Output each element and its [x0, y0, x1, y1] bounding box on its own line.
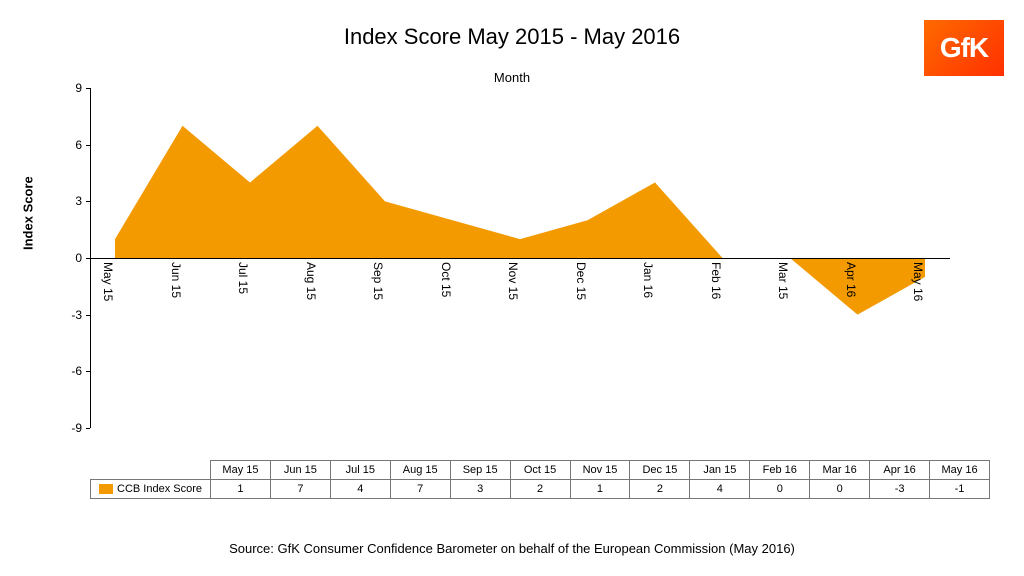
table-data-cell: 3: [450, 480, 510, 499]
chart-plot-area: -9-6-30369May 15Jun 15Jul 15Aug 15Sep 15…: [90, 88, 950, 428]
data-table-container: May 15Jun 15Jul 15Aug 15Sep 15Oct 15Nov …: [90, 460, 990, 499]
series-label-cell: CCB Index Score: [91, 480, 211, 499]
table-header-cell: Jul 15: [330, 461, 390, 480]
x-tick-label: Apr 16: [844, 262, 858, 297]
x-tick-label: Sep 15: [371, 262, 385, 300]
legend-swatch: [99, 484, 113, 494]
y-tick-mark: [86, 371, 90, 372]
x-tick-label: May 15: [101, 262, 115, 301]
y-tick-label: -6: [71, 364, 82, 378]
data-table: May 15Jun 15Jul 15Aug 15Sep 15Oct 15Nov …: [90, 460, 990, 499]
table-header-cell: Oct 15: [510, 461, 570, 480]
y-tick-label: 0: [75, 251, 82, 265]
chart-subtitle: Month: [0, 70, 1024, 85]
table-data-cell: 7: [390, 480, 450, 499]
table-data-cell: 1: [570, 480, 630, 499]
y-tick-label: -9: [71, 421, 82, 435]
table-header-cell: May 16: [930, 461, 990, 480]
x-axis-line: [90, 258, 950, 259]
x-tick-label: Oct 15: [439, 262, 453, 297]
table-data-cell: -1: [930, 480, 990, 499]
y-tick-mark: [86, 315, 90, 316]
y-tick-label: 9: [75, 81, 82, 95]
x-tick-label: Jan 16: [641, 262, 655, 298]
chart-title: Index Score May 2015 - May 2016: [0, 24, 1024, 50]
table-header-cell: May 15: [211, 461, 271, 480]
y-axis-label: Index Score: [21, 176, 36, 250]
y-tick-label: -3: [71, 308, 82, 322]
y-tick-mark: [86, 428, 90, 429]
y-tick-mark: [86, 88, 90, 89]
table-header-cell: Jun 15: [270, 461, 330, 480]
table-data-cell: 4: [690, 480, 750, 499]
y-tick-mark: [86, 201, 90, 202]
table-data-cell: 0: [750, 480, 810, 499]
table-data-cell: 4: [330, 480, 390, 499]
table-data-cell: 1: [211, 480, 271, 499]
table-header-cell: Jan 15: [690, 461, 750, 480]
series-name: CCB Index Score: [117, 483, 202, 495]
table-data-cell: 2: [630, 480, 690, 499]
table-header-cell: Apr 16: [870, 461, 930, 480]
table-header-cell: Feb 16: [750, 461, 810, 480]
x-tick-label: Dec 15: [574, 262, 588, 300]
table-header-cell: Mar 16: [810, 461, 870, 480]
y-tick-label: 6: [75, 138, 82, 152]
x-tick-label: Jun 15: [169, 262, 183, 298]
x-tick-label: Jul 15: [236, 262, 250, 294]
x-tick-label: Mar 15: [776, 262, 790, 299]
table-header-cell: Sep 15: [450, 461, 510, 480]
y-tick-mark: [86, 145, 90, 146]
x-tick-label: Nov 15: [506, 262, 520, 300]
table-data-cell: 2: [510, 480, 570, 499]
table-data-cell: 0: [810, 480, 870, 499]
y-tick-label: 3: [75, 194, 82, 208]
x-tick-label: Feb 16: [709, 262, 723, 299]
table-corner: [91, 461, 211, 480]
table-data-cell: 7: [270, 480, 330, 499]
table-header-cell: Dec 15: [630, 461, 690, 480]
table-header-cell: Nov 15: [570, 461, 630, 480]
table-header-cell: Aug 15: [390, 461, 450, 480]
x-tick-label: Aug 15: [304, 262, 318, 300]
table-data-cell: -3: [870, 480, 930, 499]
x-tick-label: May 16: [911, 262, 925, 301]
source-text: Source: GfK Consumer Confidence Baromete…: [0, 541, 1024, 556]
y-tick-mark: [86, 258, 90, 259]
